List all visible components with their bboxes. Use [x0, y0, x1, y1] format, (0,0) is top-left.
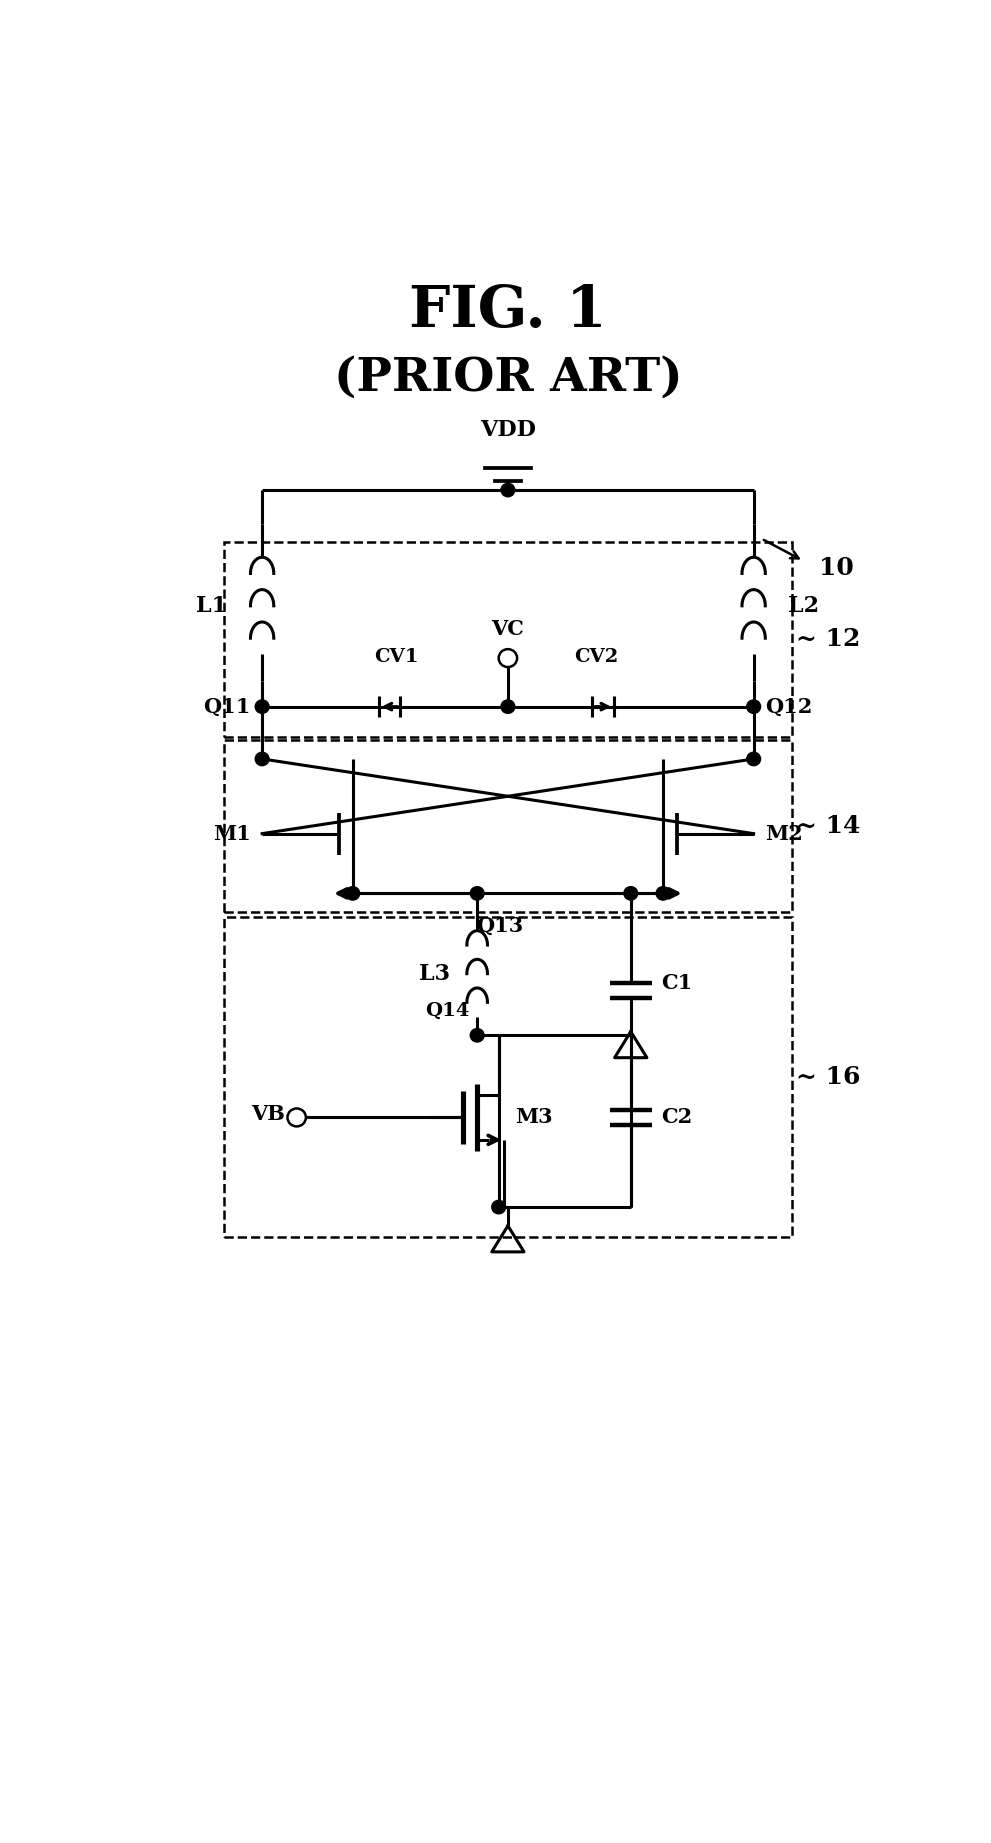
Text: ~ 14: ~ 14 — [796, 815, 860, 839]
Text: ~ 16: ~ 16 — [796, 1065, 860, 1089]
Circle shape — [492, 1200, 505, 1215]
Circle shape — [656, 886, 670, 899]
Circle shape — [256, 700, 269, 713]
Text: Q14: Q14 — [425, 1003, 470, 1021]
Circle shape — [747, 700, 760, 713]
Circle shape — [501, 483, 514, 498]
Text: CV2: CV2 — [574, 647, 618, 665]
Text: ~ 12: ~ 12 — [796, 627, 860, 651]
Text: M1: M1 — [213, 824, 251, 844]
Text: CV1: CV1 — [375, 647, 419, 665]
Bar — [224, 741, 792, 912]
Text: L2: L2 — [788, 595, 820, 617]
Text: L1: L1 — [196, 595, 228, 617]
Text: FIG. 1: FIG. 1 — [409, 282, 606, 339]
Circle shape — [624, 886, 637, 899]
Text: VC: VC — [492, 619, 524, 640]
Text: M2: M2 — [765, 824, 803, 844]
Bar — [224, 918, 792, 1237]
Text: M3: M3 — [515, 1108, 553, 1128]
Circle shape — [747, 752, 760, 765]
Bar — [224, 542, 792, 737]
Text: Q12: Q12 — [765, 697, 813, 717]
Circle shape — [501, 700, 514, 713]
Text: L3: L3 — [419, 962, 451, 984]
Text: 10: 10 — [819, 557, 853, 581]
Text: VB: VB — [252, 1104, 285, 1124]
Circle shape — [346, 886, 360, 899]
Text: C1: C1 — [662, 973, 693, 993]
Circle shape — [256, 752, 269, 765]
Text: VDD: VDD — [480, 420, 536, 442]
Text: C2: C2 — [662, 1108, 693, 1128]
Text: (PRIOR ART): (PRIOR ART) — [334, 356, 682, 402]
Text: Q11: Q11 — [203, 697, 251, 717]
Circle shape — [471, 1028, 484, 1041]
Circle shape — [471, 886, 484, 899]
Text: Q13: Q13 — [477, 916, 524, 936]
